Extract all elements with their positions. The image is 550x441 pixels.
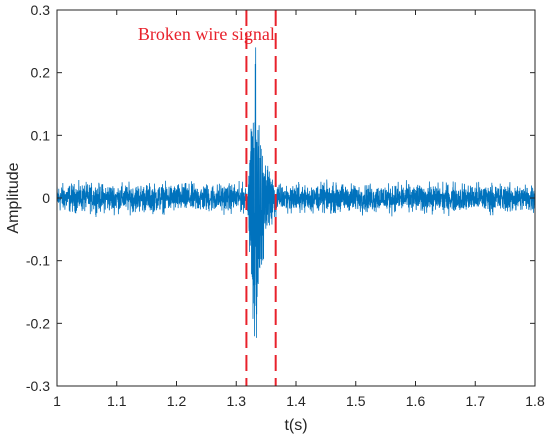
x-tick-label: 1.2	[167, 393, 187, 409]
x-tick-label: 1.5	[346, 393, 366, 409]
y-tick-label: 0.2	[31, 65, 51, 81]
x-tick-label: 1.4	[286, 393, 306, 409]
y-axis-title: Amplitude	[5, 162, 22, 233]
x-tick-label: 1.6	[406, 393, 426, 409]
x-tick-label: 1.1	[107, 393, 127, 409]
x-axis-title: t(s)	[284, 417, 307, 434]
annotation-broken-wire: Broken wire signal	[138, 24, 275, 44]
x-tick-label: 1	[53, 393, 61, 409]
y-tick-label: -0.1	[26, 253, 50, 269]
marker-layer	[245, 10, 277, 386]
series-layer	[56, 47, 536, 338]
y-tick-label: 0	[42, 190, 50, 206]
y-tick-label: 0.1	[31, 127, 51, 143]
x-tick-label: 1.8	[525, 393, 545, 409]
signal-series-line	[56, 47, 536, 338]
y-tick-label: -0.3	[26, 378, 50, 394]
x-tick-label: 1.7	[466, 393, 486, 409]
y-tick-label: -0.2	[26, 315, 50, 331]
y-tick-label: 0.3	[31, 2, 51, 18]
x-tick-label: 1.3	[227, 393, 247, 409]
tick-layer: 1 1.1 1.2 1.3 1.4 1.5 1.6 1.7 1.8 -0.3 -0.2 -0.1 0 0.…	[26, 2, 545, 409]
